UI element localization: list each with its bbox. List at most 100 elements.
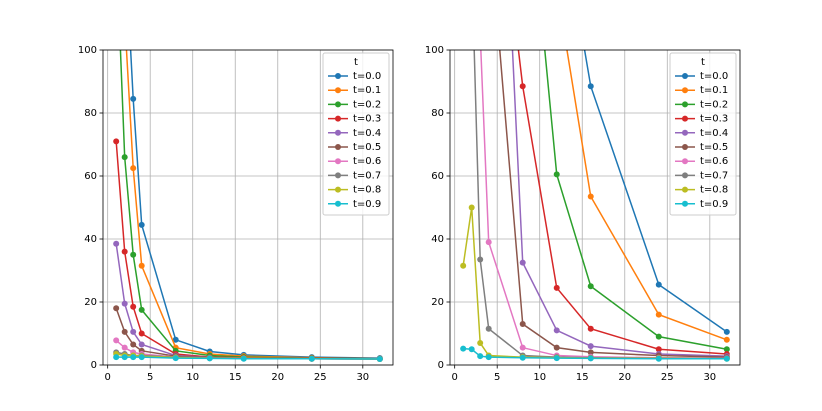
data-point: [723, 336, 730, 343]
legend-marker: [335, 115, 341, 122]
data-point: [113, 240, 120, 247]
data-point: [121, 248, 128, 255]
legend-label: t=0.4: [353, 128, 381, 139]
y-tick-label: 20: [84, 297, 97, 308]
legend-marker: [335, 186, 341, 193]
y-tick-label: 40: [84, 234, 97, 245]
data-point: [655, 281, 662, 288]
legend-label: t=0.9: [700, 199, 728, 210]
x-tick-label: 30: [703, 372, 716, 383]
legend-marker: [335, 200, 341, 207]
x-tick-label: 20: [271, 372, 284, 383]
data-point: [468, 204, 475, 211]
legend-label: t=0.6: [700, 156, 728, 167]
data-point: [485, 325, 492, 332]
y-tick-label: 0: [91, 360, 97, 371]
data-point: [138, 354, 145, 361]
data-point: [138, 341, 145, 348]
axes-frame: [102, 49, 394, 366]
legend-marker: [682, 186, 688, 193]
data-point: [130, 303, 137, 310]
y-tick-label: 100: [425, 45, 444, 56]
data-point: [477, 339, 484, 346]
y-tick-label: 60: [84, 171, 97, 182]
y-tick-label: 60: [431, 171, 444, 182]
legend-label: t=0.4: [700, 128, 728, 139]
x-tick-label: 15: [576, 372, 589, 383]
data-point: [121, 328, 128, 335]
x-tick-label: 0: [104, 372, 110, 383]
data-point: [121, 344, 128, 351]
legend: t t=0.0 t=0.1 t=0.2 t=0.3 t=0.4 t=0.5 t=0.6 t=0.…: [322, 52, 390, 216]
legend-label: t=0.1: [353, 85, 381, 96]
legend-marker: [335, 73, 341, 79]
x-tick-label: 10: [533, 372, 546, 383]
data-point: [519, 83, 526, 90]
y-tick-label: 100: [78, 45, 97, 56]
legend-marker: [682, 101, 688, 108]
x-tick-label: 25: [314, 372, 327, 383]
legend-marker: [682, 200, 688, 207]
legend-marker: [682, 144, 688, 150]
data-point: [587, 343, 594, 350]
data-point: [121, 154, 128, 161]
legend-title: t: [354, 57, 358, 68]
data-point: [587, 349, 594, 356]
data-point: [723, 328, 730, 335]
y-tick-label: 80: [84, 108, 97, 119]
data-point: [130, 95, 137, 102]
data-point: [138, 306, 145, 313]
series-line: [544, 50, 727, 350]
series-line: [566, 50, 728, 341]
legend-label: t=0.3: [353, 114, 381, 125]
data-point: [655, 355, 662, 362]
data-point: [485, 239, 492, 246]
legend-label: t=0.8: [353, 185, 381, 196]
data-point: [468, 346, 475, 353]
legend-label: t=0.1: [700, 85, 728, 96]
data-point: [308, 355, 315, 362]
data-point: [655, 346, 662, 353]
legend-marker: [682, 73, 688, 79]
legend-marker: [335, 172, 341, 179]
axes: 0 5 10 15 20 25 30 0 20 40 60 80 100 t t=0.0 t=0.1 t=0.2…: [425, 31, 741, 383]
data-point: [553, 327, 560, 334]
data-point: [477, 31, 483, 37]
legend-marker: [682, 158, 688, 165]
legend-label: t=0.7: [353, 170, 381, 181]
data-point: [723, 355, 730, 362]
data-point: [519, 321, 526, 328]
x-tick-label: 5: [494, 372, 500, 383]
legend-marker: [335, 101, 341, 108]
data-point: [113, 354, 120, 361]
data-point: [172, 336, 179, 343]
data-point: [460, 262, 467, 269]
data-point: [655, 333, 662, 340]
plot-area: [460, 31, 730, 362]
data-point: [485, 354, 492, 361]
legend-marker: [335, 144, 341, 150]
data-point: [138, 330, 145, 337]
data-point: [460, 345, 467, 352]
x-tick-label: 25: [661, 372, 674, 383]
x-tick-label: 10: [186, 372, 199, 383]
data-point: [587, 283, 594, 290]
data-point: [723, 346, 730, 353]
data-point: [172, 355, 179, 362]
data-point: [553, 355, 560, 362]
data-point: [519, 259, 526, 266]
data-point: [587, 355, 594, 362]
data-point: [553, 344, 560, 351]
data-point: [519, 344, 526, 351]
data-point: [376, 356, 383, 363]
data-point: [138, 221, 145, 228]
x-tick-label: 15: [229, 372, 242, 383]
legend-label: t=0.8: [700, 185, 728, 196]
data-point: [130, 328, 137, 335]
axes: 0 5 10 15 20 25 30 0 20 40 60 80 100 t t=0.0 t=0.1 t=0.2…: [78, 45, 394, 383]
data-point: [477, 256, 484, 263]
data-point: [130, 165, 137, 172]
legend-label: t=0.0: [353, 71, 381, 82]
data-point: [587, 83, 594, 90]
